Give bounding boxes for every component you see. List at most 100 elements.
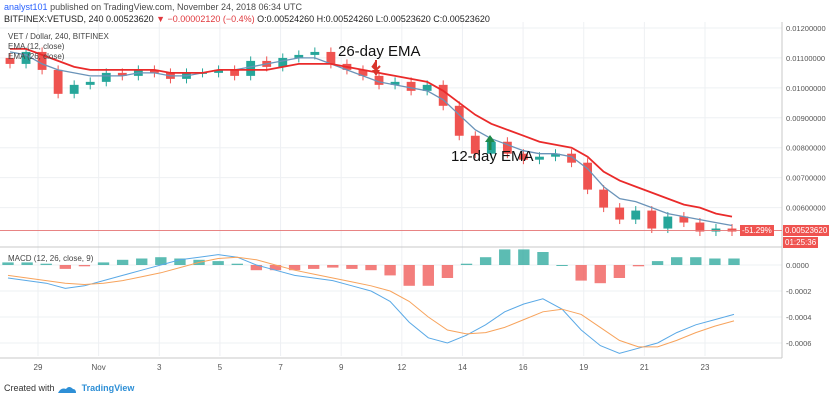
symbol-ohlc: BITFINEX:VETUSD, 240 0.00523620 ▼ −0.000… xyxy=(4,14,490,24)
x-tick-label: 21 xyxy=(640,363,649,372)
macd-histogram-bar xyxy=(422,265,434,286)
price-change: ▼ −0.00002120 (−0.4%) xyxy=(156,14,255,24)
time-axis-labels: 29 Nov 3 5 7 9 12 14 16 19 21 23 xyxy=(34,363,710,372)
candle-body xyxy=(567,153,576,163)
candle-body xyxy=(37,51,47,70)
macd-histogram-bar xyxy=(2,262,14,265)
macd-histogram-bar xyxy=(479,257,492,265)
macd-line xyxy=(7,254,735,354)
macd-histogram-bar xyxy=(136,258,148,265)
created-with-text: Created with xyxy=(4,383,55,393)
candle-body xyxy=(358,69,368,76)
candle-body xyxy=(438,84,448,106)
ema26-legend: EMA (26, close) xyxy=(8,52,65,61)
macd-histogram-bar xyxy=(269,265,282,271)
main-pane-title: VET / Dollar, 240, BITFINEX xyxy=(8,32,109,41)
macd-histogram-bar xyxy=(709,258,721,265)
candle-body xyxy=(406,81,416,91)
macd-histogram-bar xyxy=(174,258,186,265)
macd-histogram-bar xyxy=(250,265,263,271)
candle-body xyxy=(454,105,464,136)
candle-body xyxy=(230,69,240,76)
macd-histogram-bar xyxy=(613,265,626,278)
macd-histogram-bar xyxy=(556,265,568,266)
macd-histogram-bar xyxy=(690,257,702,265)
candle-body xyxy=(69,84,79,94)
ema12-arrowhead xyxy=(485,135,495,142)
macd-histogram-bar xyxy=(40,263,52,265)
ema12-line xyxy=(9,51,733,227)
x-tick-label: 9 xyxy=(339,363,344,372)
macd-histogram-bar xyxy=(365,265,377,271)
macd-histogram-bar xyxy=(518,249,530,265)
macd-histogram-bar xyxy=(78,265,91,267)
candle-body xyxy=(615,207,625,220)
footer: Created with TradingView xyxy=(4,383,134,393)
macd-axis-labels: 0.0000 -0.0002 -0.0004 -0.0006 xyxy=(786,261,811,348)
macd-histogram-bar xyxy=(21,262,33,265)
candle-body xyxy=(502,141,512,154)
macd-histogram-bar xyxy=(384,265,396,276)
macd-histogram-bar xyxy=(327,265,339,268)
x-tick-label: 14 xyxy=(458,363,467,372)
macd-histogram-bar xyxy=(594,265,606,284)
candle-body xyxy=(214,69,223,73)
macd-histogram-bar xyxy=(575,265,587,281)
x-tick-label: 29 xyxy=(34,363,43,372)
candle-body xyxy=(470,135,480,154)
candle-body xyxy=(599,189,609,208)
published-text: published on TradingView.com, November 2… xyxy=(50,2,303,12)
macd-tick-label: -0.0006 xyxy=(786,339,811,348)
x-tick-label: 3 xyxy=(157,363,162,372)
macd-histogram-bar xyxy=(632,265,645,267)
macd-lines-group xyxy=(7,254,735,354)
candle-body xyxy=(85,81,95,85)
candle-body xyxy=(21,51,31,64)
macd-tick-label: 0.0000 xyxy=(786,261,809,270)
countdown-tag: 01:25:36 xyxy=(783,237,819,249)
candle-body xyxy=(583,162,593,190)
candle-body xyxy=(5,57,15,64)
ema-lines-group xyxy=(9,48,733,227)
macd-histogram-bar xyxy=(288,265,301,271)
macd-histogram-bar xyxy=(537,252,549,265)
ema12-legend: EMA (12, close) xyxy=(8,42,65,51)
macd-pane-title: MACD (12, 26, close, 9) xyxy=(8,254,94,263)
macd-histogram-bar xyxy=(59,265,71,269)
x-tick-label: 12 xyxy=(397,363,406,372)
macd-histogram-bar xyxy=(460,263,473,265)
macd-histogram-bar xyxy=(308,265,320,269)
ema26-line xyxy=(10,48,733,218)
candle-body xyxy=(310,51,320,55)
x-tick-label: 5 xyxy=(218,363,223,372)
last-price: 0.00523620 xyxy=(106,14,154,24)
candle-body xyxy=(53,69,63,94)
candle-body xyxy=(679,216,689,223)
macd-histogram-bar xyxy=(441,265,454,278)
macd-tick-label: -0.0002 xyxy=(786,287,811,296)
macd-histogram-bar xyxy=(651,261,664,265)
macd-histogram-bar xyxy=(116,259,129,265)
price-tick-label: 0.00700000 xyxy=(786,174,826,183)
candle-body xyxy=(422,84,432,91)
price-tick-label: 0.00600000 xyxy=(786,204,826,213)
tradingview-brand[interactable]: TradingView xyxy=(81,383,135,393)
price-tick-label: 0.01000000 xyxy=(786,84,826,93)
price-tick-label: 0.01200000 xyxy=(786,24,826,33)
candle-body xyxy=(246,60,256,76)
price-tick-label: 0.00800000 xyxy=(786,144,826,153)
candle-body xyxy=(294,54,304,58)
price-axis-labels: 0.00600000 0.00700000 0.00800000 0.00900000… xyxy=(786,24,826,213)
percent-change-tag: -51.29% xyxy=(740,225,774,237)
x-tick-label: Nov xyxy=(92,363,106,372)
candle-body xyxy=(390,81,400,85)
x-tick-label: 16 xyxy=(519,363,528,372)
last-price-tag: 0.00523620 xyxy=(783,225,829,237)
author-name[interactable]: analyst101 xyxy=(4,2,48,12)
candle-body xyxy=(631,210,641,220)
candle-body xyxy=(535,156,544,160)
price-tick-label: 0.00900000 xyxy=(786,114,826,123)
candle-body xyxy=(326,51,336,64)
ema26-annotation: 26-day EMA xyxy=(338,43,421,60)
